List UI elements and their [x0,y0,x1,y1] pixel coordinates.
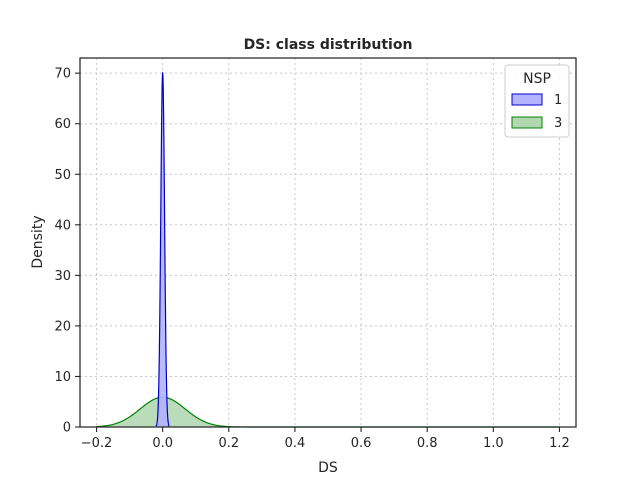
y-axis-ticks: 0 10 20 30 40 50 60 70 [54,67,80,436]
legend: NSP 13 [504,64,570,138]
series-1-area [156,73,170,427]
legend-swatch-3 [511,116,543,129]
y-tick-label: 40 [54,218,71,233]
y-tick-label: 70 [54,67,71,82]
plot-frame [79,57,577,428]
x-tick-label: 0.6 [351,436,372,451]
grid [80,58,576,428]
x-tick-label: 0.4 [285,436,306,451]
series-1-line [155,71,170,427]
y-tick-label: 50 [54,168,71,183]
x-tick-label: 1.0 [483,436,504,451]
legend-label-1: 1 [554,93,562,108]
legend-title: NSP [523,71,551,87]
x-axis-ticks: −0.2 0.0 0.2 0.4 0.6 0.8 1.0 1.2 [81,427,570,451]
chart-title: DS: class distribution [244,37,413,53]
legend-swatch-1 [511,93,543,106]
x-tick-label: 0.0 [152,436,173,451]
y-tick-label: 20 [54,319,71,334]
x-tick-label: 0.8 [417,436,438,451]
series-layer [96,71,560,428]
x-tick-label: 0.2 [218,436,239,451]
legend-entries: 13 [511,93,562,131]
y-tick-label: 60 [54,117,71,132]
legend-label-3: 3 [554,116,562,131]
y-axis-label: Density [30,215,46,268]
x-axis-label: DS [318,460,338,476]
y-tick-label: 10 [54,370,71,385]
y-tick-label: 30 [54,269,71,284]
x-tick-label: −0.2 [81,436,113,451]
x-tick-label: 1.2 [549,436,570,451]
y-tick-label: 0 [63,421,71,436]
